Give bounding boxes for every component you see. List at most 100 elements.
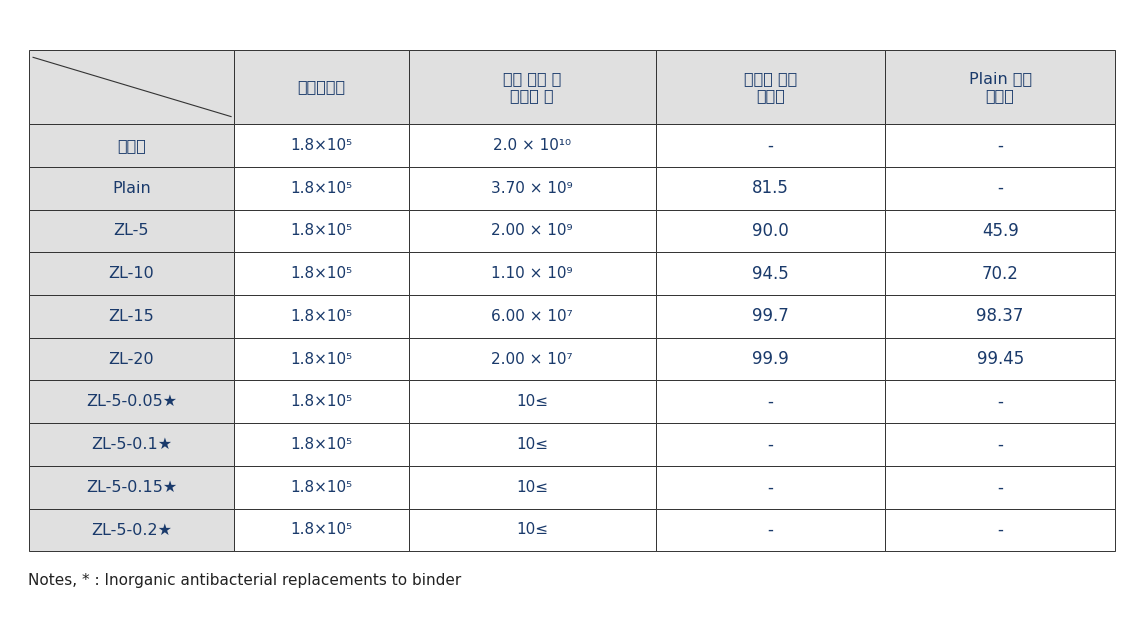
Bar [886,508,1115,551]
Bar [235,209,408,252]
Text: -: - [998,521,1003,539]
Text: 98.37: 98.37 [977,307,1024,325]
Bar [886,252,1115,295]
Bar [656,295,886,338]
Bar [408,124,656,167]
Text: 90.0: 90.0 [752,222,789,240]
Text: 99.45: 99.45 [977,350,1024,368]
Text: ZL-5-0.2★: ZL-5-0.2★ [91,523,172,538]
Text: 1.10 × 10⁹: 1.10 × 10⁹ [491,266,573,281]
Bar [235,124,408,167]
Bar [28,295,235,338]
Bar [235,252,408,295]
Text: ZL-20: ZL-20 [108,351,154,366]
Text: 2.00 × 10⁷: 2.00 × 10⁷ [491,351,573,366]
Bar [235,295,408,338]
Text: 10≤: 10≤ [516,480,548,495]
Text: -: - [998,435,1003,454]
Bar [656,423,886,466]
Text: 1.8×10⁵: 1.8×10⁵ [291,266,352,281]
Text: Plain 대비
감소율: Plain 대비 감소율 [969,71,1032,103]
Text: -: - [767,478,774,497]
Bar [886,423,1115,466]
Text: -: - [998,179,1003,197]
Bar [886,50,1115,124]
Bar [408,209,656,252]
Bar [235,50,408,124]
Text: 10≤: 10≤ [516,394,548,409]
Text: ZL-5-0.05★: ZL-5-0.05★ [86,394,177,409]
Bar [656,209,886,252]
Text: 1.8×10⁵: 1.8×10⁵ [291,523,352,538]
Bar [656,167,886,209]
Text: -: - [767,521,774,539]
Text: 1.8×10⁵: 1.8×10⁵ [291,224,352,239]
Text: 70.2: 70.2 [982,265,1019,283]
Bar [28,338,235,381]
Bar [886,381,1115,423]
Text: ZL-5-0.1★: ZL-5-0.1★ [91,437,172,452]
Bar [408,466,656,508]
Text: 1.8×10⁵: 1.8×10⁵ [291,437,352,452]
Text: 1.8×10⁵: 1.8×10⁵ [291,480,352,495]
Bar [235,423,408,466]
Text: -: - [767,435,774,454]
Bar [28,252,235,295]
Bar [408,252,656,295]
Text: 3.70 × 10⁹: 3.70 × 10⁹ [491,181,573,196]
Bar [235,167,408,209]
Text: 1.8×10⁵: 1.8×10⁵ [291,394,352,409]
Text: -: - [998,393,1003,411]
Text: ZL-10: ZL-10 [108,266,154,281]
Text: -: - [998,136,1003,155]
Text: 81.5: 81.5 [752,179,789,197]
Bar [235,338,408,381]
Text: 최초접종균: 최초접종균 [298,80,345,95]
Bar [408,508,656,551]
Text: 대조군: 대조군 [117,138,146,153]
Bar [28,50,235,124]
Bar [28,124,235,167]
Bar [656,508,886,551]
Text: -: - [767,393,774,411]
Text: 10≤: 10≤ [516,523,548,538]
Bar [408,295,656,338]
Text: 99.9: 99.9 [752,350,789,368]
Bar [656,381,886,423]
Text: 2.00 × 10⁹: 2.00 × 10⁹ [491,224,573,239]
Text: 1.8×10⁵: 1.8×10⁵ [291,351,352,366]
Bar [656,252,886,295]
Bar [28,381,235,423]
Bar [408,167,656,209]
Text: 1.8×10⁵: 1.8×10⁵ [291,309,352,324]
Bar [28,423,235,466]
Bar [886,167,1115,209]
Text: Plain: Plain [112,181,150,196]
Bar [235,381,408,423]
Text: 시료 접종 후
배양균 수: 시료 접종 후 배양균 수 [503,71,562,103]
Bar [656,50,886,124]
Bar [28,167,235,209]
Bar [408,50,656,124]
Text: ZL-15: ZL-15 [108,309,154,324]
Bar [28,466,235,508]
Bar [28,209,235,252]
Bar [656,466,886,508]
Bar [28,508,235,551]
Text: 1.8×10⁵: 1.8×10⁵ [291,138,352,153]
Bar [886,124,1115,167]
Bar [408,338,656,381]
Text: 45.9: 45.9 [982,222,1018,240]
Text: 2.0 × 10¹⁰: 2.0 × 10¹⁰ [494,138,571,153]
Bar [656,338,886,381]
Text: -: - [998,478,1003,497]
Bar [408,381,656,423]
Text: 1.8×10⁵: 1.8×10⁵ [291,181,352,196]
Bar [408,423,656,466]
Text: 10≤: 10≤ [516,437,548,452]
Bar [886,338,1115,381]
Bar [886,295,1115,338]
Bar [656,124,886,167]
Text: 99.7: 99.7 [752,307,789,325]
Text: 94.5: 94.5 [752,265,789,283]
